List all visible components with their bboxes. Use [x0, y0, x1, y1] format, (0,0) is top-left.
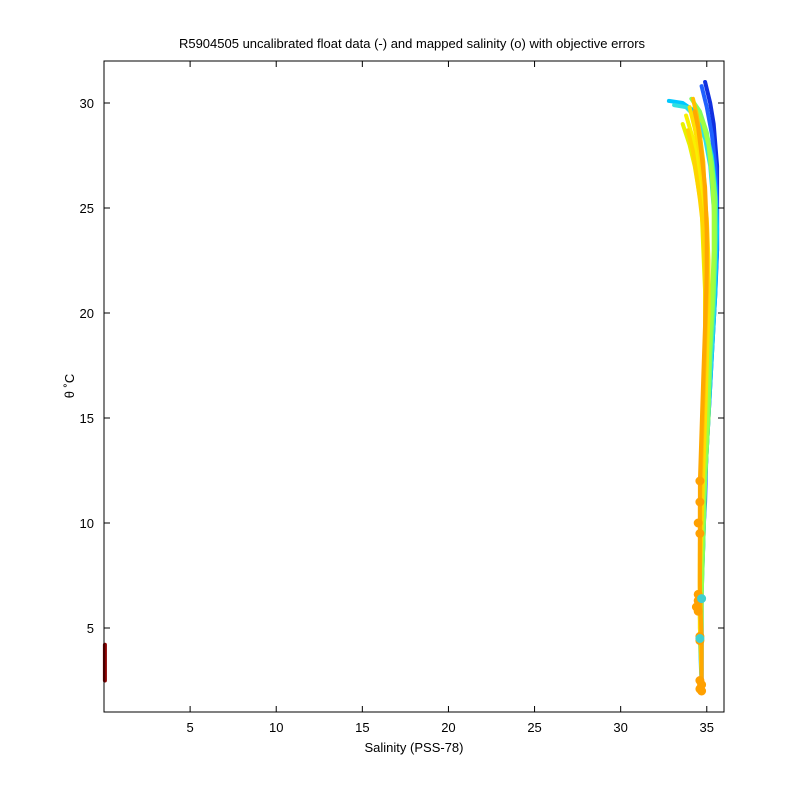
y-tick-label: 20 — [80, 306, 94, 321]
x-axis-label: Salinity (PSS-78) — [365, 740, 464, 755]
y-tick-label: 15 — [80, 411, 94, 426]
y-tick-label: 5 — [87, 621, 94, 636]
plot-frame — [103, 60, 725, 713]
mapped-salinity-point-0-11 — [695, 497, 705, 507]
mapped-salinity-point-1-1 — [697, 594, 707, 604]
plot-area — [104, 61, 724, 712]
y-tick-label: 25 — [80, 201, 94, 216]
chart-title: R5904505 uncalibrated float data (-) and… — [179, 36, 646, 51]
series-layer — [102, 80, 720, 689]
x-tick-label: 15 — [355, 720, 369, 735]
mapped-salinity-layer — [691, 476, 707, 696]
x-tick-label: 20 — [441, 720, 455, 735]
mapped-salinity-point-0-13 — [695, 529, 705, 538]
x-tick-label: 35 — [700, 720, 714, 735]
x-tick-label: 5 — [186, 720, 193, 735]
profile-line-11 — [692, 109, 709, 689]
mapped-salinity-point-0-9 — [697, 686, 707, 696]
y-axis: 5 10 15 20 25 30 — [80, 96, 724, 636]
mapped-salinity-point-1-0 — [695, 634, 705, 643]
y-tick-label: 30 — [80, 96, 94, 111]
y-axis-label: θ ˚C — [62, 374, 77, 399]
x-tick-label: 30 — [613, 720, 627, 735]
mapped-salinity-point-0-10 — [695, 476, 705, 486]
x-tick-label: 25 — [527, 720, 541, 735]
y-tick-label: 10 — [80, 516, 94, 531]
mapped-salinity-point-0-3 — [693, 606, 703, 616]
x-tick-label: 10 — [269, 720, 283, 735]
mapped-salinity-point-0-12 — [693, 518, 703, 528]
x-axis: 5 10 15 20 25 30 35 — [186, 61, 714, 735]
